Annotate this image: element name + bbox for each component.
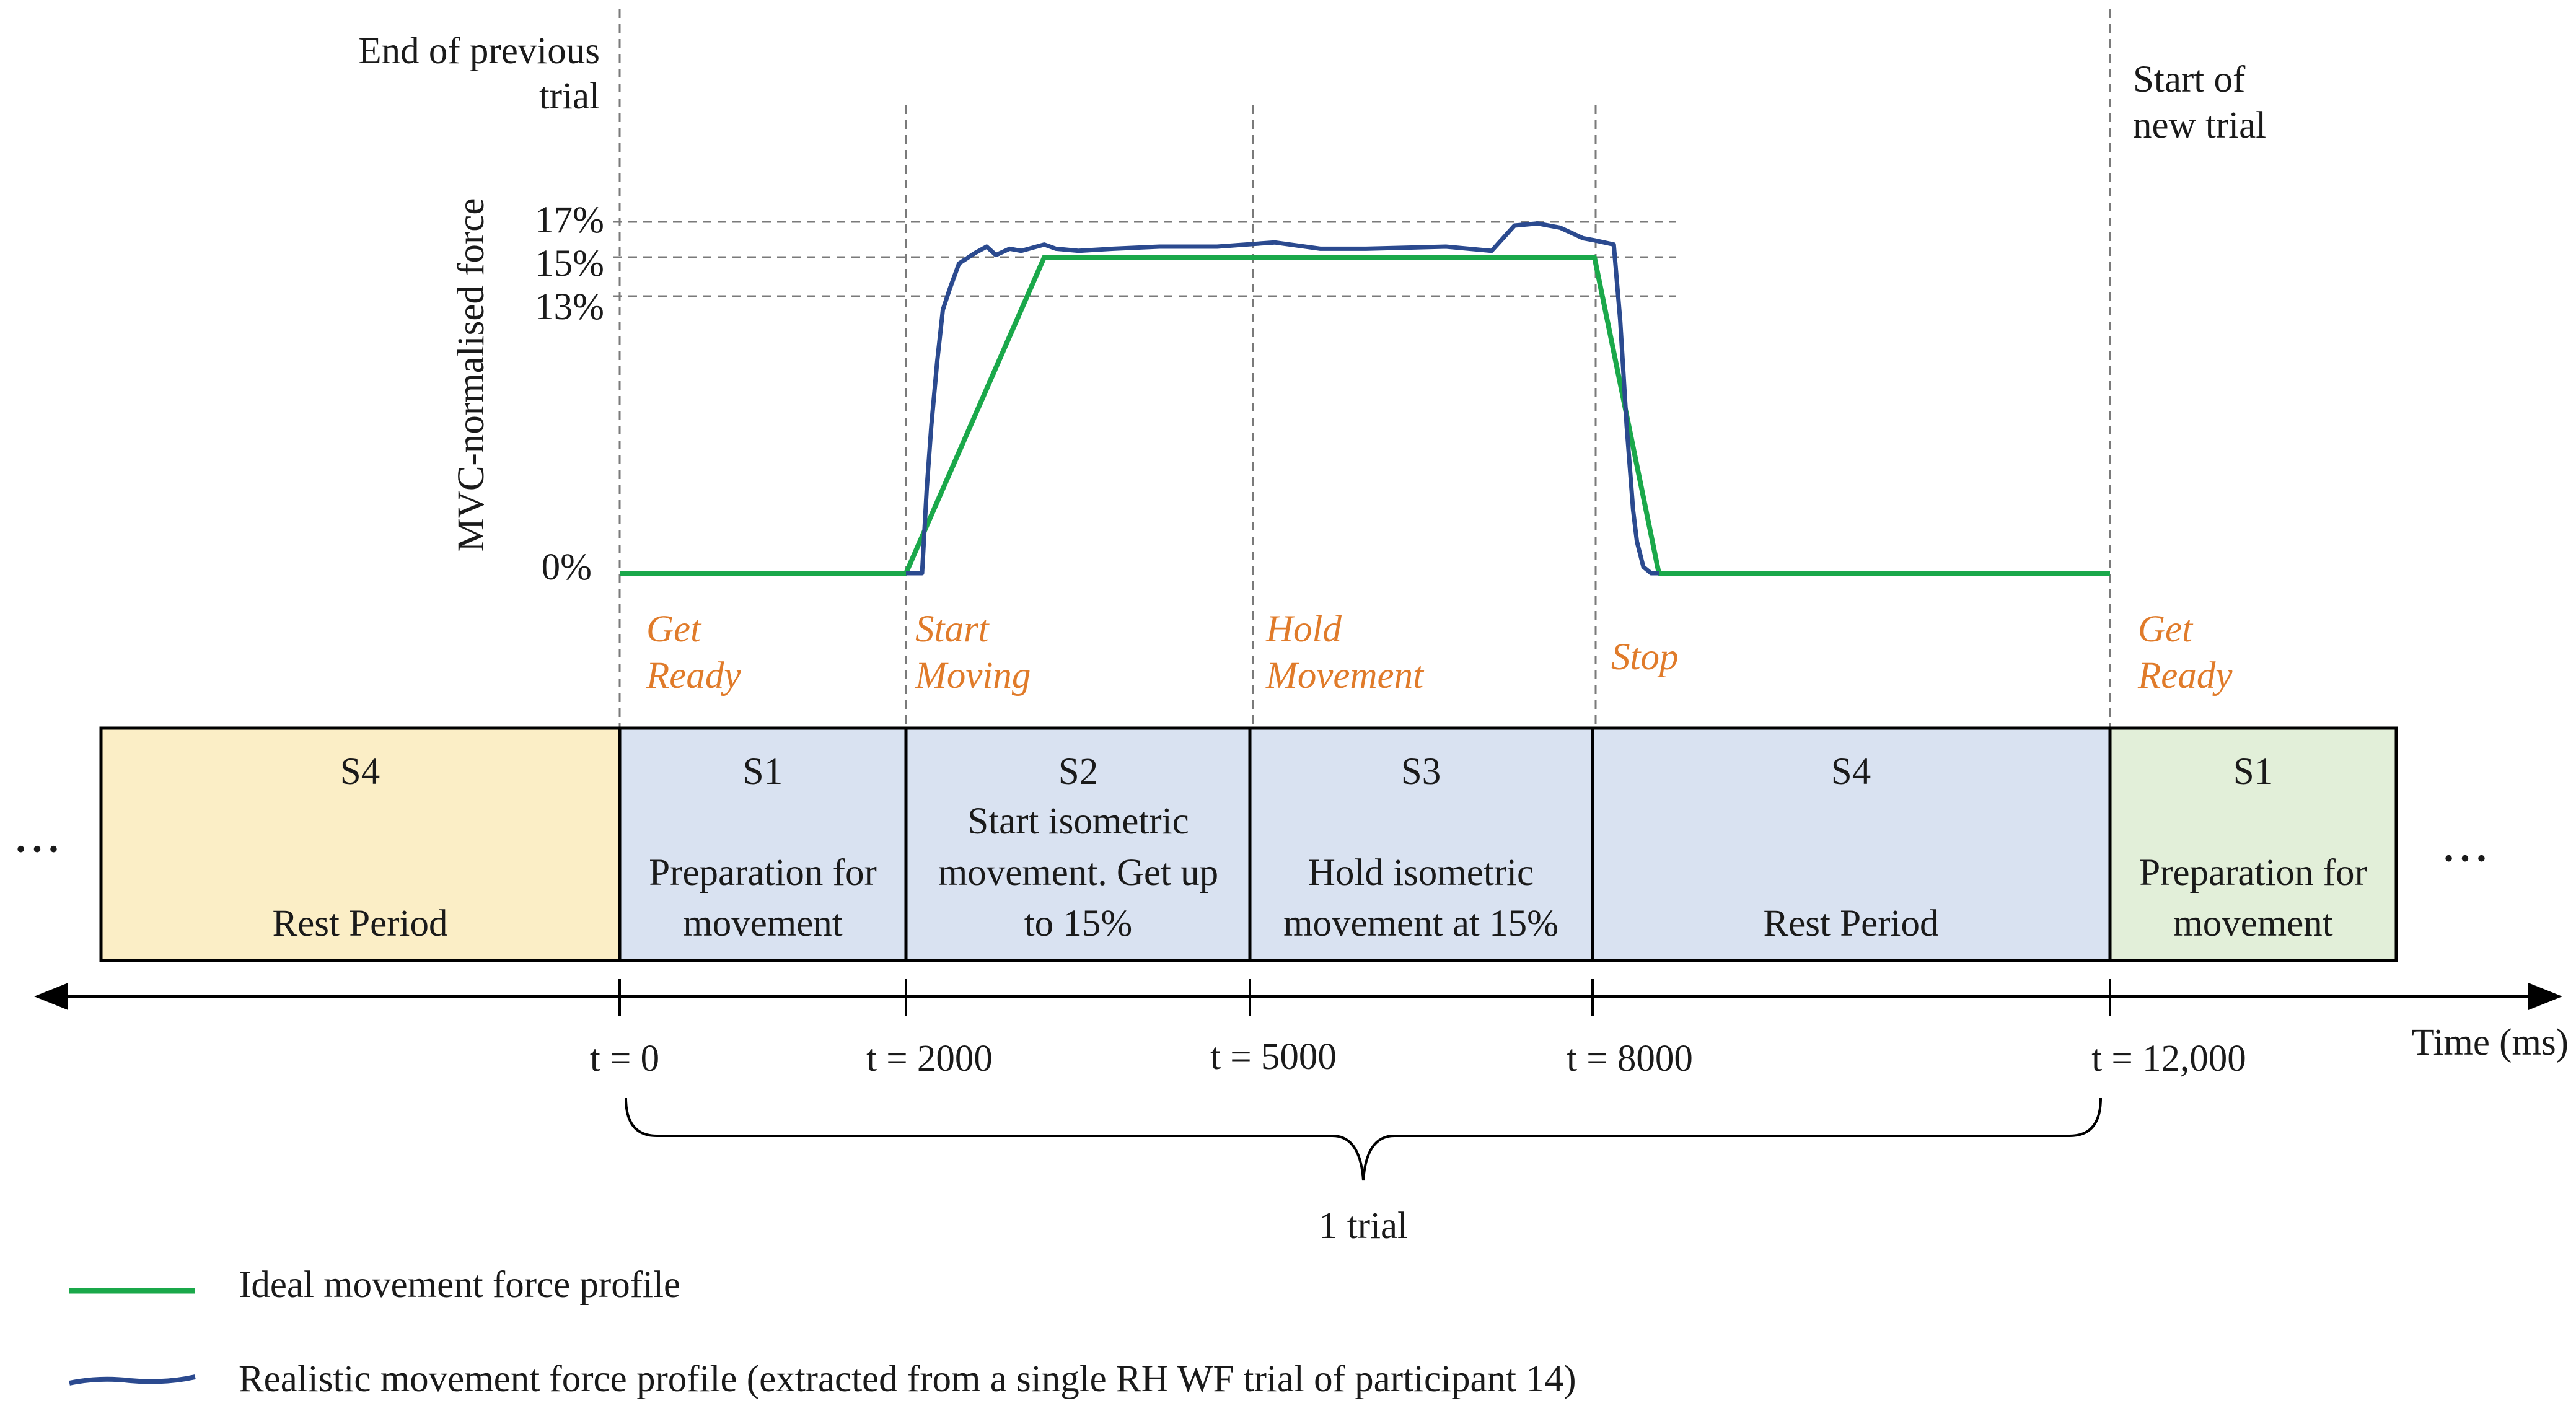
segment-box-s1-prep: [618, 726, 908, 962]
time-tick-label-12000: t = 12,000: [2091, 1038, 2246, 1079]
segment-0-desc: Rest Period: [273, 903, 448, 944]
cue-get-ready-1-line1: Get: [646, 609, 702, 650]
ellipsis-right: • • •: [2444, 843, 2486, 874]
trial-label: 1 trial: [1319, 1205, 1408, 1247]
segment-5-desc-line1: Preparation for: [2139, 852, 2367, 894]
segment-box-s3-hold: [1248, 726, 1594, 962]
end-previous-trial-line1: End of previous: [358, 30, 600, 72]
legend: Ideal movement force profile Realistic m…: [69, 1264, 1576, 1400]
segment-box-s1-prep-next: [2108, 726, 2398, 962]
cue-get-ready-2-line1: Get: [2138, 609, 2194, 650]
segment-box-s4-rest: [99, 726, 622, 962]
segment-box-s4-rest-2: [1591, 726, 2112, 962]
cue-hold-movement-line2: Movement: [1265, 655, 1425, 697]
y-tick-13: 13%: [535, 286, 604, 328]
segment-box-s2-start: [904, 726, 1252, 962]
segment-3-id: S3: [1401, 751, 1441, 793]
segment-3-desc-line2: movement at 15%: [1283, 903, 1558, 944]
segment-bar: [99, 726, 2398, 962]
time-axis-arrow-left: [34, 983, 68, 1010]
segment-2-desc-line3: to 15%: [1024, 903, 1133, 944]
time-axis-arrow-right: [2528, 983, 2562, 1010]
segment-1-desc-line1: Preparation for: [649, 852, 877, 894]
cue-get-ready-2-line2: Ready: [2137, 655, 2233, 697]
cue-stop: Stop: [1611, 636, 1678, 678]
time-axis-label: Time (ms): [2411, 1022, 2569, 1063]
legend-ideal-label: Ideal movement force profile: [239, 1264, 680, 1306]
segment-5-id: S1: [2233, 751, 2273, 793]
legend-realistic-swatch: [69, 1374, 196, 1386]
cue-hold-movement-line1: Hold: [1265, 609, 1342, 650]
segment-0-id: S4: [340, 751, 380, 793]
cue-start-moving-line1: Start: [915, 609, 990, 650]
time-tick-label-0: t = 0: [590, 1038, 659, 1079]
start-new-trial-line1: Start of: [2133, 59, 2246, 100]
realistic-force-profile-line: [906, 221, 1659, 576]
start-new-trial-line2: new trial: [2133, 105, 2266, 146]
trial-brace: [625, 1097, 2102, 1181]
force-profile-plot: [620, 221, 2110, 576]
segment-4-id: S4: [1831, 751, 1871, 793]
cue-get-ready-1-line2: Ready: [646, 655, 741, 697]
y-tick-0: 0%: [542, 547, 592, 588]
y-tick-17: 17%: [535, 200, 604, 241]
time-tick-label-5000: t = 5000: [1210, 1036, 1337, 1078]
time-tick-label-8000: t = 8000: [1567, 1038, 1693, 1079]
segment-labels: S4 Rest Period S1 Preparation for moveme…: [273, 751, 2367, 944]
phase-boundary-lines: [618, 9, 2111, 728]
segment-4-desc: Rest Period: [1764, 903, 1939, 944]
segment-1-desc-line2: movement: [683, 903, 843, 944]
ideal-force-profile-line: [620, 255, 2110, 576]
time-axis: [34, 979, 2562, 1016]
segment-2-id: S2: [1058, 751, 1098, 793]
segment-3-desc-line1: Hold isometric: [1308, 852, 1534, 894]
segment-5-desc-line2: movement: [2173, 903, 2333, 944]
segment-1-id: S1: [743, 751, 783, 793]
cue-start-moving-line2: Moving: [915, 655, 1031, 697]
ellipsis-left: • • •: [16, 834, 58, 864]
legend-realistic-label: Realistic movement force profile (extrac…: [239, 1358, 1576, 1400]
y-axis-title: MVC-normalised force: [451, 198, 492, 552]
segment-2-desc-line2: movement. Get up: [938, 852, 1218, 894]
segment-2-desc-line1: Start isometric: [967, 801, 1189, 842]
time-tick-label-2000: t = 2000: [866, 1038, 993, 1079]
y-tick-15: 15%: [535, 243, 604, 284]
end-previous-trial-line2: trial: [539, 76, 600, 117]
